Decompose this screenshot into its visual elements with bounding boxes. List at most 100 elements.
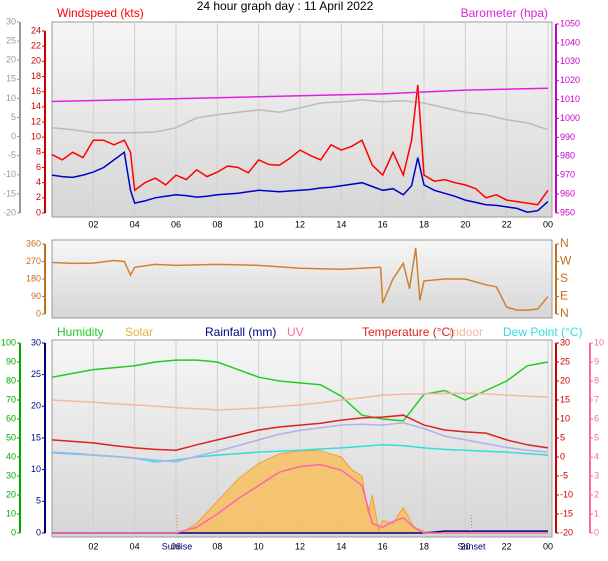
y-tick-label: 990 xyxy=(560,132,575,142)
legend-label: UV xyxy=(287,325,304,339)
y-tick-label: 2 xyxy=(594,489,599,499)
y-tick-label: N xyxy=(560,306,569,320)
y-tick-label: 0 xyxy=(594,527,599,537)
y-tick-label: 10 xyxy=(6,508,16,518)
line xyxy=(51,359,549,422)
x-tick-label: 14 xyxy=(336,219,346,229)
y-tick-label: 30 xyxy=(6,470,16,480)
y-tick-label: 1040 xyxy=(560,37,580,47)
x-tick-label: 12 xyxy=(295,219,305,229)
legend-label: Indoor xyxy=(449,325,483,339)
legend-label: Solar xyxy=(125,325,153,339)
y-tick-label: 960 xyxy=(560,188,575,198)
y-tick-label: -15 xyxy=(3,188,16,198)
x-tick-label: 20 xyxy=(460,541,470,551)
y-tick-label: 1030 xyxy=(560,56,580,66)
y-tick-label: 4 xyxy=(36,177,41,187)
y-tick-label: 90 xyxy=(6,356,16,366)
x-tick-label: 18 xyxy=(419,219,429,229)
y-tick-label: 25 xyxy=(6,35,16,45)
y-tick-label: 30 xyxy=(31,337,41,347)
y-tick-label: -20 xyxy=(3,207,16,217)
y-tick-label: 5 xyxy=(594,432,599,442)
y-tick-label: 10 xyxy=(594,337,604,347)
y-tick-label: 1010 xyxy=(560,94,580,104)
legend-label: Temperature (°C) xyxy=(362,325,454,339)
y-tick-label: 20 xyxy=(6,489,16,499)
y-tick-label: 6 xyxy=(36,162,41,172)
y-tick-label: 18 xyxy=(31,71,41,81)
y-tick-label: -5 xyxy=(8,150,16,160)
y-tick-label: 9 xyxy=(594,356,599,366)
y-tick-label: N xyxy=(560,236,569,250)
line xyxy=(51,247,549,311)
y-tick-label: -20 xyxy=(560,527,573,537)
x-tick-label: 12 xyxy=(295,541,305,551)
y-tick-label: 0 xyxy=(36,527,41,537)
y-tick-label: 180 xyxy=(26,273,41,283)
y-tick-label: 15 xyxy=(560,394,570,404)
y-tick-label: 10 xyxy=(6,93,16,103)
y-tick-label: 25 xyxy=(560,356,570,366)
x-tick-label: 22 xyxy=(502,541,512,551)
y-tick-label: 0 xyxy=(560,451,565,461)
plot-area xyxy=(51,21,553,218)
y-tick-label: 60 xyxy=(6,413,16,423)
y-tick-label: 24 xyxy=(31,25,41,35)
x-tick-label: 18 xyxy=(419,541,429,551)
line xyxy=(51,87,549,103)
y-tick-label: 30 xyxy=(560,337,570,347)
y-tick-label: 1020 xyxy=(560,75,580,85)
x-tick-label: 16 xyxy=(378,219,388,229)
y-tick-label: 5 xyxy=(36,496,41,506)
y-tick-label: 80 xyxy=(6,375,16,385)
y-tick-label: 20 xyxy=(31,56,41,66)
legend-label: Barometer (hpa) xyxy=(461,6,548,20)
y-tick-label: 980 xyxy=(560,151,575,161)
x-tick-label: 02 xyxy=(88,541,98,551)
y-tick-label: 40 xyxy=(6,451,16,461)
line xyxy=(51,414,549,451)
y-tick-label: 10 xyxy=(31,464,41,474)
y-tick-label: 950 xyxy=(560,207,575,217)
y-tick-label: 30 xyxy=(6,16,16,26)
y-tick-label: 1000 xyxy=(560,113,580,123)
y-tick-label: 3 xyxy=(594,470,599,480)
y-tick-label: 90 xyxy=(31,291,41,301)
y-tick-label: 25 xyxy=(31,369,41,379)
x-tick-label: 02 xyxy=(88,219,98,229)
annotation: Sunrise xyxy=(162,541,193,551)
line xyxy=(51,422,549,463)
x-tick-label: 10 xyxy=(254,541,264,551)
y-tick-label: 16 xyxy=(31,86,41,96)
y-tick-label: 20 xyxy=(6,55,16,65)
x-tick-label: 16 xyxy=(378,541,388,551)
line xyxy=(51,99,549,134)
y-tick-label: 8 xyxy=(36,147,41,157)
y-tick-label: 20 xyxy=(560,375,570,385)
x-tick-label: 00 xyxy=(543,541,553,551)
y-tick-label: S xyxy=(560,271,568,285)
x-tick-label: 08 xyxy=(212,541,222,551)
y-tick-label: 270 xyxy=(26,256,41,266)
x-tick-label: 00 xyxy=(543,219,553,229)
y-tick-label: 0 xyxy=(11,527,16,537)
chart-title: 24 hour graph day : 11 April 2022 xyxy=(197,0,374,13)
x-tick-label: 10 xyxy=(254,219,264,229)
y-tick-label: 10 xyxy=(31,132,41,142)
y-tick-label: 20 xyxy=(31,401,41,411)
legend-label: Dew Point (°C) xyxy=(503,325,582,339)
y-tick-label: E xyxy=(560,289,568,303)
y-tick-label: 1050 xyxy=(560,18,580,28)
y-tick-label: 1 xyxy=(594,508,599,518)
y-tick-label: 0 xyxy=(11,131,16,141)
x-tick-label: 04 xyxy=(130,541,140,551)
y-tick-label: 10 xyxy=(560,413,570,423)
y-tick-label: 14 xyxy=(31,101,41,111)
y-tick-label: 0 xyxy=(36,207,41,217)
y-tick-label: 100 xyxy=(1,337,16,347)
annotation: Sunset xyxy=(458,541,487,551)
y-tick-label: -10 xyxy=(3,169,16,179)
x-tick-label: 14 xyxy=(336,541,346,551)
